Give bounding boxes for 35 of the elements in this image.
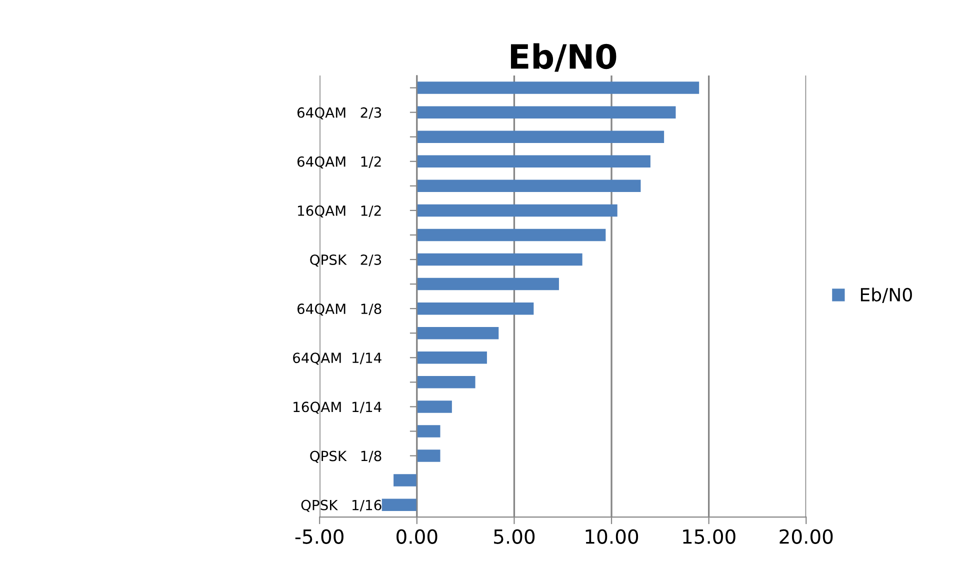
y-tick-label: 64QAM 1/2	[297, 156, 381, 168]
bar	[416, 228, 606, 242]
x-tick-label: 0.00	[396, 529, 438, 544]
bar	[416, 376, 476, 388]
x-tick-label: 5.00	[494, 529, 535, 544]
bar	[382, 498, 417, 511]
y-tick-label: 64QAM 1/8	[297, 304, 382, 316]
bar	[416, 278, 559, 290]
y-tick-label: QPSK 1/8	[310, 450, 382, 463]
bar	[416, 130, 664, 143]
y-tick-label: QPSK 1/16	[301, 500, 382, 512]
bar	[416, 204, 618, 217]
chart-title: Eb/N0	[510, 43, 616, 72]
x-tick-label: 10.00	[586, 529, 638, 544]
x-tick-label: 20.00	[780, 529, 833, 544]
x-tick-label: -5.00	[295, 529, 344, 544]
legend-label: Eb/N0	[860, 288, 912, 303]
bar	[416, 155, 650, 168]
y-tick-label: 16QAM 1/14	[294, 402, 382, 414]
y-tick-label: 16QAM 1/2	[298, 205, 381, 218]
bar	[416, 106, 676, 118]
y-tick-label: 64QAM 2/3	[297, 107, 382, 120]
bar	[416, 253, 582, 266]
bar	[416, 450, 440, 462]
bar	[416, 425, 440, 438]
bar	[416, 326, 499, 340]
y-tick-label: QPSK 2/3	[310, 254, 382, 267]
bar	[394, 474, 417, 486]
bar	[416, 400, 452, 413]
y-tick-label: 64QAM 1/14	[293, 352, 382, 365]
bar	[416, 352, 487, 364]
x-tick-label: 15.00	[683, 529, 736, 544]
bar	[416, 180, 641, 192]
bar	[416, 302, 534, 315]
bar	[416, 82, 700, 94]
